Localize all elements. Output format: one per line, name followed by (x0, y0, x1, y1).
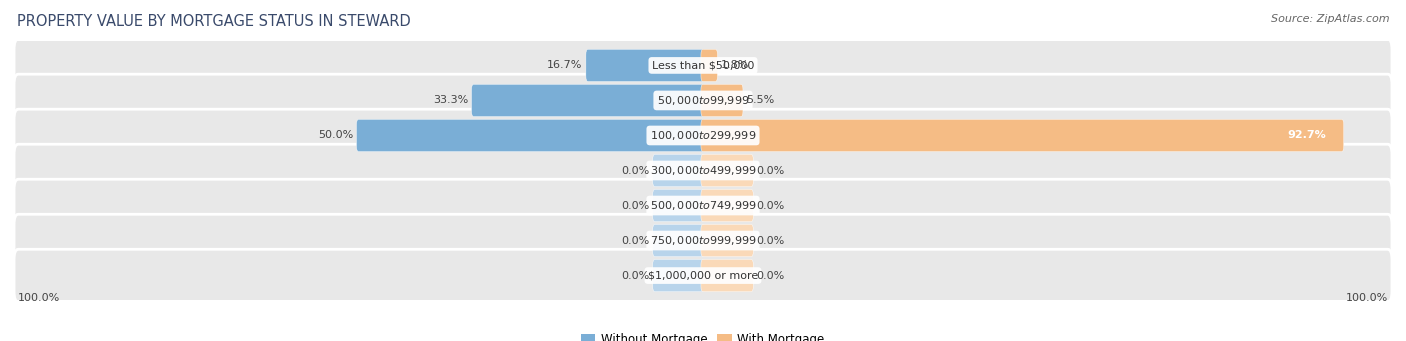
Text: $300,000 to $499,999: $300,000 to $499,999 (650, 164, 756, 177)
Text: 92.7%: 92.7% (1288, 131, 1326, 140)
Text: 50.0%: 50.0% (318, 131, 353, 140)
Text: $50,000 to $99,999: $50,000 to $99,999 (657, 94, 749, 107)
FancyBboxPatch shape (702, 224, 754, 257)
FancyBboxPatch shape (14, 144, 1392, 197)
FancyBboxPatch shape (357, 119, 704, 152)
Text: PROPERTY VALUE BY MORTGAGE STATUS IN STEWARD: PROPERTY VALUE BY MORTGAGE STATUS IN STE… (17, 14, 411, 29)
Text: $1,000,000 or more: $1,000,000 or more (648, 270, 758, 281)
Text: $100,000 to $299,999: $100,000 to $299,999 (650, 129, 756, 142)
FancyBboxPatch shape (702, 84, 742, 117)
FancyBboxPatch shape (14, 109, 1392, 162)
Text: 1.8%: 1.8% (721, 60, 749, 71)
FancyBboxPatch shape (14, 249, 1392, 302)
Text: 0.0%: 0.0% (756, 236, 785, 246)
FancyBboxPatch shape (586, 49, 704, 81)
Text: $750,000 to $999,999: $750,000 to $999,999 (650, 234, 756, 247)
Text: 0.0%: 0.0% (756, 270, 785, 281)
Text: 0.0%: 0.0% (621, 236, 650, 246)
FancyBboxPatch shape (702, 260, 754, 292)
FancyBboxPatch shape (702, 154, 754, 187)
Text: 0.0%: 0.0% (621, 201, 650, 210)
Text: 16.7%: 16.7% (547, 60, 582, 71)
FancyBboxPatch shape (652, 224, 704, 257)
FancyBboxPatch shape (14, 74, 1392, 127)
FancyBboxPatch shape (14, 214, 1392, 267)
Text: 0.0%: 0.0% (756, 201, 785, 210)
FancyBboxPatch shape (702, 189, 754, 222)
FancyBboxPatch shape (471, 84, 704, 117)
FancyBboxPatch shape (652, 260, 704, 292)
Text: 0.0%: 0.0% (621, 165, 650, 176)
FancyBboxPatch shape (652, 154, 704, 187)
Legend: Without Mortgage, With Mortgage: Without Mortgage, With Mortgage (576, 329, 830, 341)
Text: 0.0%: 0.0% (621, 270, 650, 281)
Text: 0.0%: 0.0% (756, 165, 785, 176)
Text: $500,000 to $749,999: $500,000 to $749,999 (650, 199, 756, 212)
Text: 100.0%: 100.0% (1346, 293, 1388, 303)
FancyBboxPatch shape (14, 179, 1392, 232)
Text: 5.5%: 5.5% (747, 95, 775, 105)
FancyBboxPatch shape (702, 119, 1344, 152)
FancyBboxPatch shape (702, 49, 717, 81)
FancyBboxPatch shape (14, 39, 1392, 92)
Text: Less than $50,000: Less than $50,000 (652, 60, 754, 71)
Text: 100.0%: 100.0% (18, 293, 60, 303)
FancyBboxPatch shape (652, 189, 704, 222)
Text: 33.3%: 33.3% (433, 95, 468, 105)
Text: Source: ZipAtlas.com: Source: ZipAtlas.com (1271, 14, 1389, 24)
